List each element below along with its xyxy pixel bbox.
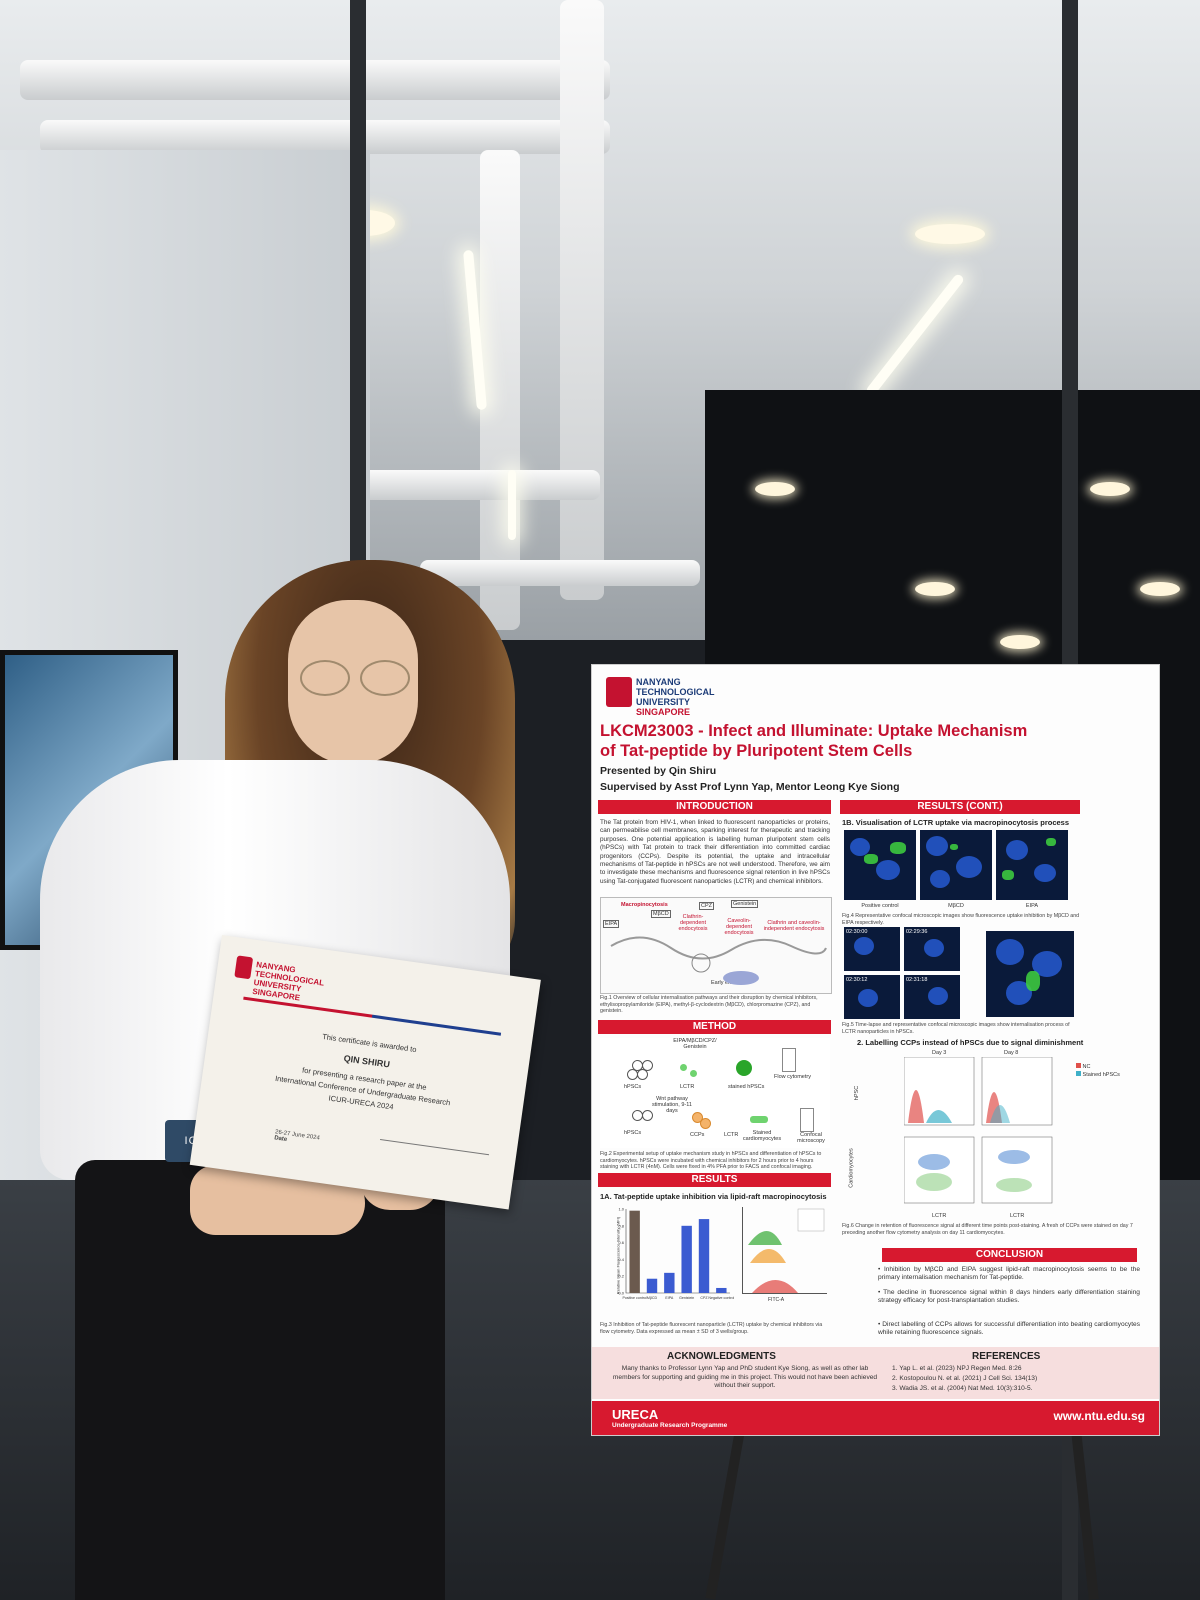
poster-title: LKCM23003 - Infect and Illuminate: Uptak… <box>600 722 1028 760</box>
legend-nc: NC <box>1076 1063 1090 1070</box>
confocal-zoom-image <box>986 931 1074 1017</box>
membrane-diagram <box>610 936 827 985</box>
fig4-label-eipa: EIPA <box>1025 903 1039 909</box>
intro-text: The Tat protein from HIV-1, when linked … <box>600 819 830 885</box>
fig6-caption: Fig.6 Change in retention of fluorescenc… <box>842 1223 1133 1236</box>
fig4-caption: Fig.4 Representative confocal microscopi… <box>842 913 1080 926</box>
section-results-cont: RESULTS (CONT.) <box>840 800 1080 814</box>
bar <box>716 1287 727 1293</box>
glasses <box>298 660 412 696</box>
fig1-caption: Fig.1 Overview of cellular internalisati… <box>600 995 818 1015</box>
y-tick-label: 0.8 <box>618 1223 624 1228</box>
ntu-logo-icon <box>606 677 632 707</box>
presented-by: Presented by Qin Shiru <box>600 765 717 777</box>
timelapse-frame: 02:30:12 <box>844 975 900 1019</box>
day-3-label: Day 3 <box>932 1050 947 1056</box>
footer-subtitle: Undergraduate Research Programme <box>612 1422 728 1429</box>
acknowledgments-band <box>592 1347 1159 1399</box>
y-tick-label: 0.6 <box>618 1240 624 1245</box>
reference-1: 1. Yap L. et al. (2023) NPJ Regen Med. 8… <box>892 1365 1022 1372</box>
fig5-caption: Fig.5 Time-lapse and representative conf… <box>842 1022 1070 1035</box>
fig2-caption: Fig.2 Experimental setup of uptake mecha… <box>600 1151 822 1171</box>
row-label-hpsc: hPSC <box>854 1085 861 1101</box>
bar-chart-svg: 0.0 0.2 0.4 0.6 0.8 1.0 Positive control MβCD EI… <box>618 1207 734 1301</box>
references-heading: REFERENCES <box>972 1351 1041 1362</box>
x-tick-label: Genistein <box>679 1296 694 1300</box>
certificate-university: NANYANG TECHNOLOGICAL UNIVERSITY SINGAPO… <box>251 960 325 1003</box>
reference-3: 3. Wadia JS. et al. (2004) Nat Med. 10(3… <box>892 1385 1033 1392</box>
y-tick-label: 0.2 <box>618 1274 624 1279</box>
conclusion-point-1: • Inhibition by MβCD and EIPA suggest li… <box>878 1266 1140 1282</box>
timelapse-frame: 02:31:18 <box>904 975 960 1019</box>
day-8-label: Day 8 <box>1004 1050 1019 1056</box>
acknowledgments-text: Many thanks to Professor Lynn Yap and Ph… <box>612 1365 878 1390</box>
timelapse-frame: 02:30:00 <box>844 927 900 971</box>
bar <box>664 1272 675 1293</box>
ceiling-lamp <box>915 224 985 244</box>
bar <box>698 1219 710 1293</box>
poster-footer: URECA Undergraduate Research Programme w… <box>592 1401 1159 1435</box>
conclusion-point-3: • Direct labelling of CCPs allows for su… <box>878 1321 1141 1337</box>
x-tick-label: Positive control <box>622 1296 647 1300</box>
bar <box>646 1278 658 1293</box>
fig4-label-control: Positive control <box>861 903 899 909</box>
duct <box>20 60 610 100</box>
timelapse-frame: 02:29:36 <box>904 927 960 971</box>
ceiling-light <box>508 470 516 540</box>
acknowledgments-heading: ACKNOWLEDGMENTS <box>667 1351 776 1362</box>
fig6-xlabel-1: LCTR <box>932 1213 947 1219</box>
certificate: NANYANG TECHNOLOGICAL UNIVERSITY SINGAPO… <box>189 935 541 1210</box>
fig3-caption: Fig.3 Inhibition of Tat-peptide fluoresc… <box>600 1322 823 1335</box>
x-axis-label: FITC-A <box>768 1297 785 1303</box>
x-tick-label: Negative control <box>708 1296 734 1300</box>
figure-1-pathways: Macropinocytosis Clathrin-dependent endo… <box>600 897 832 994</box>
result-1b-title: 1B. Visualisation of LCTR uptake via mac… <box>842 818 1070 827</box>
certificate-date: 26-27 June 2024 Date <box>273 1129 321 1144</box>
y-tick-label: 0.0 <box>618 1291 624 1296</box>
ntu-crest-icon <box>234 955 254 980</box>
duct <box>560 0 604 600</box>
result-1a-title: 1A. Tat-peptide uptake inhibition via li… <box>600 1192 827 1201</box>
x-tick-label: MβCD <box>647 1296 658 1300</box>
histogram-svg <box>748 1208 825 1293</box>
fig6-xlabel-2: LCTR <box>1010 1213 1025 1219</box>
reference-2: 2. Kostopoulou N. et al. (2021) J Cell S… <box>892 1375 1038 1382</box>
section-conclusion: CONCLUSION <box>882 1248 1137 1262</box>
y-tick-label: 1.0 <box>618 1207 624 1212</box>
confocal-image <box>996 830 1068 900</box>
certificate-signature <box>380 1138 490 1156</box>
poster-university: NANYANG TECHNOLOGICAL UNIVERSITY SINGAPO… <box>636 677 715 717</box>
section-introduction: INTRODUCTION <box>598 800 831 814</box>
bar <box>629 1210 640 1293</box>
duct <box>420 560 700 586</box>
figure-2-method: EIPA/MβCD/CPZ/ Genistein hPSCs LCTR stai… <box>600 1038 830 1148</box>
bar <box>681 1225 692 1293</box>
duct <box>480 150 520 630</box>
row-label-cardio: Cardiomyocytes <box>848 1148 855 1188</box>
x-tick-label: EIPA <box>665 1296 674 1300</box>
duct <box>40 120 610 154</box>
footer-url: www.ntu.edu.sg <box>1053 1409 1145 1423</box>
section-results: RESULTS <box>598 1173 831 1187</box>
confocal-image <box>920 830 992 900</box>
x-tick-label: CPZ <box>700 1296 708 1300</box>
supervised-by: Supervised by Asst Prof Lynn Yap, Mentor… <box>600 781 900 793</box>
result-2-title: 2. Labelling CCPs instead of hPSCs due t… <box>857 1038 1084 1047</box>
conclusion-point-2: • The decline in fluorescence signal wit… <box>878 1289 1140 1305</box>
legend-stained: Stained hPSCs <box>1076 1071 1120 1078</box>
footer-brand: URECA <box>612 1407 659 1422</box>
histogram-chart: FITC-A <box>738 1205 828 1310</box>
y-tick-label: 0.4 <box>618 1257 624 1262</box>
research-poster: NANYANG TECHNOLOGICAL UNIVERSITY SINGAPO… <box>592 665 1159 1435</box>
fig4-label-mbcd: MβCD <box>948 903 964 909</box>
bar-axes <box>625 1209 730 1294</box>
figure-6-flow-plots <box>904 1057 1053 1204</box>
confocal-image <box>844 830 916 900</box>
section-method: METHOD <box>598 1020 831 1034</box>
bar-chart: Relative Mean Fluorescence Intensity (MF… <box>604 1205 735 1317</box>
